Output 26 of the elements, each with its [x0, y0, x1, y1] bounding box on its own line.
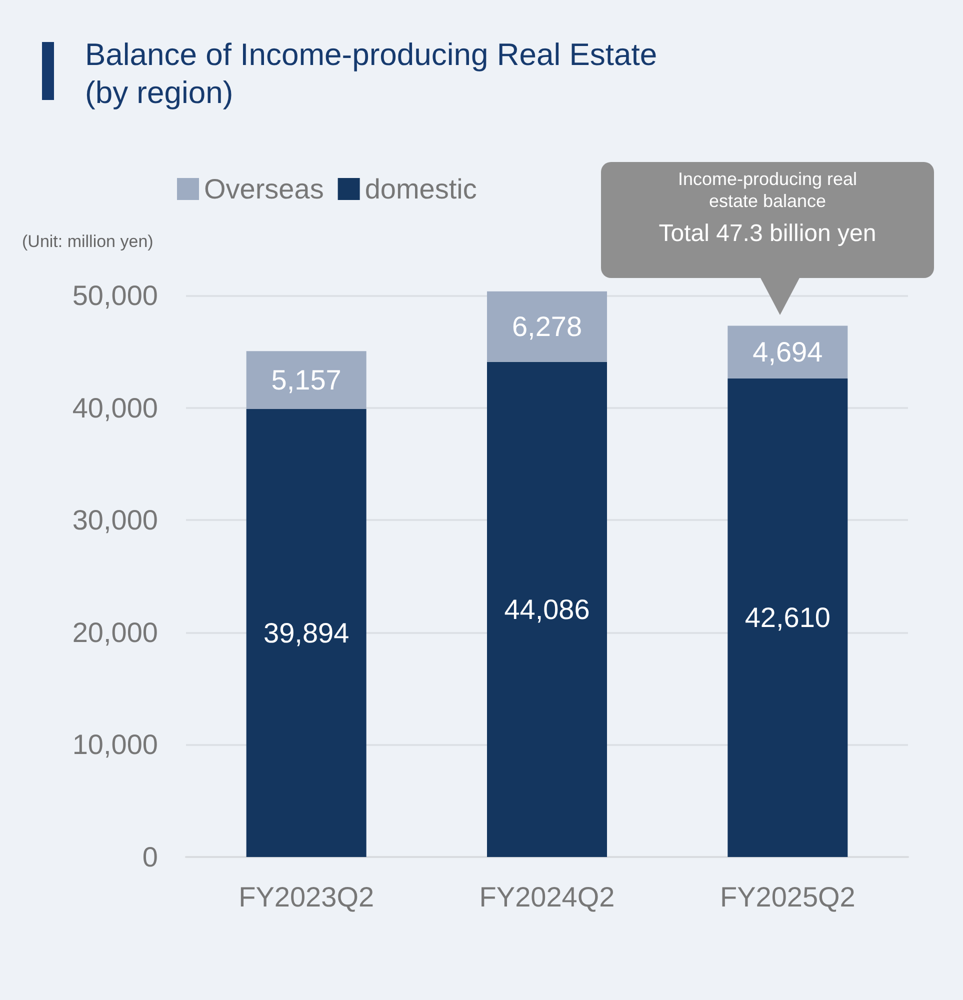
x-tick-label: FY2025Q2 [720, 882, 856, 912]
y-tick-label: 50,000 [72, 280, 158, 311]
bar [246, 351, 366, 409]
data-label: 5,157 [271, 364, 342, 396]
y-tick-label: 20,000 [72, 616, 158, 648]
x-tick-label: FY2024Q2 [479, 882, 615, 912]
bar [487, 362, 607, 857]
x-tick-label: FY2023Q2 [238, 882, 374, 912]
y-tick-label: 0 [142, 842, 158, 872]
chart-title: Balance of Income-producing Real Estate (by region) [85, 36, 658, 112]
data-label: 39,894 [264, 617, 350, 648]
legend-label: domestic [364, 174, 477, 204]
callout-box: Income-producing real estate balance Total 47.3 billion yen [601, 162, 934, 278]
bar [246, 408, 366, 857]
data-label: 42,610 [744, 602, 830, 634]
data-label: 4,694 [752, 336, 823, 368]
y-tick-label: 10,000 [72, 729, 158, 760]
data-label: 44,086 [504, 594, 590, 625]
bar [728, 378, 848, 857]
bar [487, 291, 607, 362]
legend-label: Overseas [204, 174, 324, 204]
y-tick-label: 30,000 [72, 504, 158, 536]
bar [728, 326, 848, 378]
text: (Unit: million yen) [22, 232, 154, 252]
data-label: 6,278 [512, 311, 582, 342]
y-tick-label: 40,000 [72, 392, 158, 424]
